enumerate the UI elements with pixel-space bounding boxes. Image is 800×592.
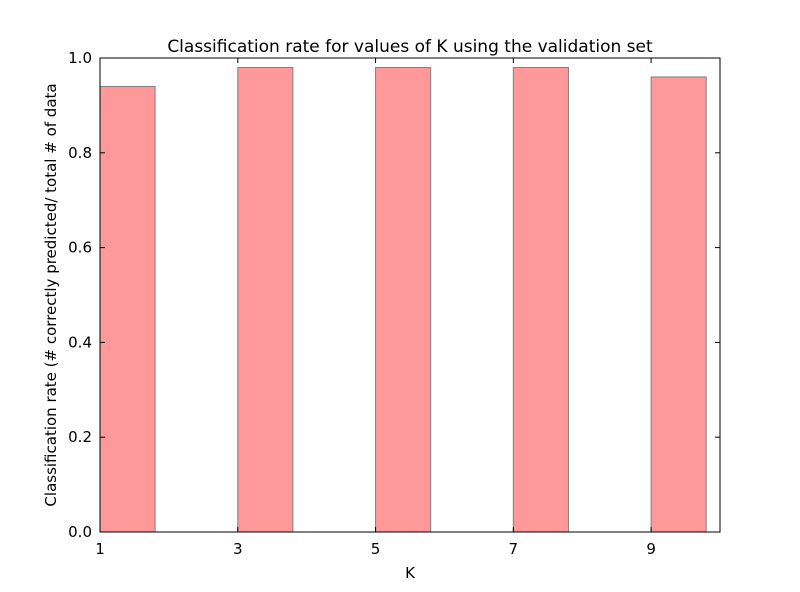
bar-k-1	[99, 85, 156, 533]
plot-frame	[99, 57, 721, 533]
y-tick-label-0.4: 0.4	[68, 333, 92, 351]
bar-k-9	[650, 76, 707, 533]
x-tick-label-1: 1	[95, 540, 105, 558]
y-tick-label-0.0: 0.0	[68, 523, 92, 541]
chart-title: Classification rate for values of K usin…	[167, 37, 653, 57]
y-tick-label-1.0: 1.0	[68, 49, 92, 67]
y-axis-label: Classification rate (# correctly predict…	[42, 83, 60, 506]
y-tick-label-0.2: 0.2	[68, 428, 92, 446]
x-tick-label-7: 7	[509, 540, 519, 558]
x-axis-label: K	[405, 564, 416, 582]
y-tick-label-0.8: 0.8	[68, 144, 92, 162]
y-tick-label-0.6: 0.6	[68, 239, 92, 257]
x-tick-label-9: 9	[646, 540, 656, 558]
bar-k-3	[237, 66, 294, 533]
x-tick-label-5: 5	[371, 540, 381, 558]
x-tick-label-3: 3	[233, 540, 243, 558]
bar-k-7	[512, 66, 569, 533]
bars-layer	[99, 66, 707, 533]
bar-k-5	[375, 66, 432, 533]
ticks-layer: 1 3 5 7 9 0.0 0.2 0.4 0.6 0.8 1.0	[68, 49, 720, 558]
